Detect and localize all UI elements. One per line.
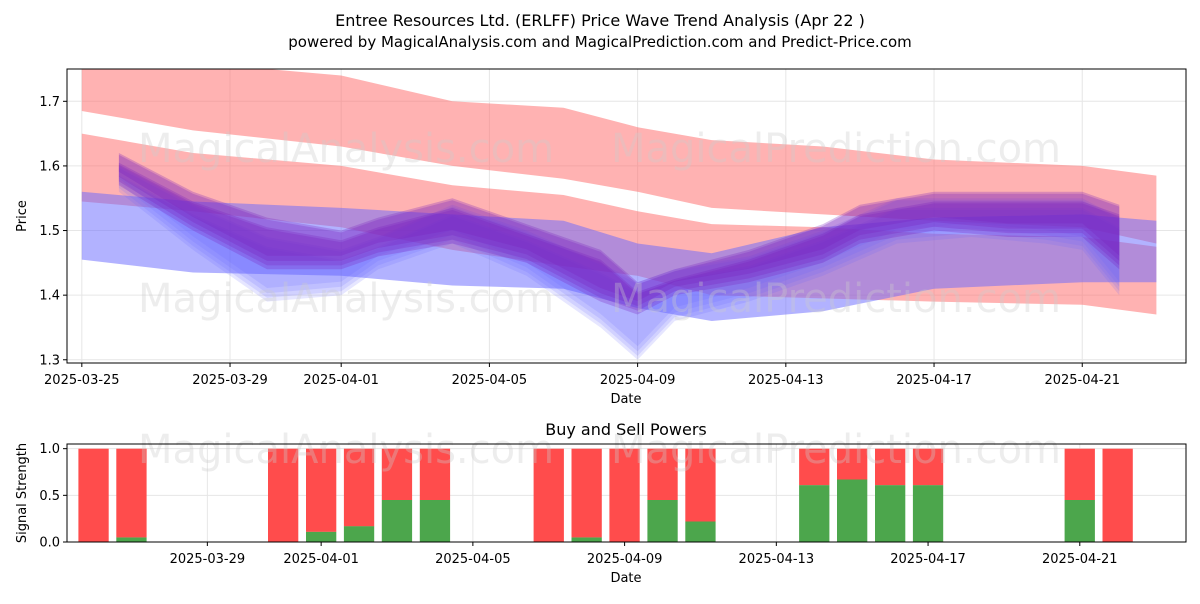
buy-sell-title: Buy and Sell Powers bbox=[545, 420, 707, 439]
purple-wave-layer bbox=[118, 153, 1120, 315]
sell-bar bbox=[381, 448, 413, 500]
sell-bar bbox=[571, 448, 602, 538]
sell-bar bbox=[912, 448, 944, 486]
buy-sell-x-tick-label: 2025-04-21 bbox=[1042, 552, 1118, 567]
price-x-tick-label: 2025-04-17 bbox=[896, 373, 972, 388]
price-y-ticks: 1.3 1.4 1.5 1.6 1.7 bbox=[39, 95, 67, 368]
buy-sell-y-tick-label: 1.0 bbox=[39, 442, 60, 457]
buy-sell-x-tick-label: 2025-04-09 bbox=[587, 552, 663, 567]
sell-bar bbox=[78, 448, 109, 542]
price-x-tick-label: 2025-04-05 bbox=[452, 373, 528, 388]
buy-bar bbox=[419, 500, 451, 542]
price-y-tick-label: 1.3 bbox=[39, 353, 60, 368]
buy-sell-y-ticks: 0.0 0.5 1.0 bbox=[39, 442, 67, 551]
blue-wave-layer bbox=[118, 165, 1120, 360]
chart-title: Entree Resources Ltd. (ERLFF) Price Wave… bbox=[335, 11, 865, 30]
price-y-tick-label: 1.7 bbox=[39, 95, 60, 110]
price-y-tick-label: 1.4 bbox=[39, 289, 60, 304]
buy-sell-x-tick-label: 2025-03-29 bbox=[170, 552, 246, 567]
buy-bar bbox=[306, 531, 337, 542]
buy-bar bbox=[116, 537, 147, 542]
sell-bar bbox=[647, 448, 678, 500]
buy-bar bbox=[1064, 500, 1095, 542]
sell-bar bbox=[799, 448, 830, 486]
blue-trend-band bbox=[81, 191, 1157, 321]
buy-sell-x-ticks: 2025-03-29 2025-04-01 2025-04-05 2025-04-09… bbox=[170, 542, 1118, 567]
blue-wave-layer bbox=[118, 177, 1120, 356]
red-trend-band bbox=[81, 69, 1157, 244]
blue-wave-layer bbox=[118, 175, 1120, 347]
buy-sell-x-tick-label: 2025-04-13 bbox=[739, 552, 815, 567]
buy-sell-x-axis-label: Date bbox=[610, 571, 641, 586]
price-x-tick-label: 2025-04-01 bbox=[303, 373, 379, 388]
buy-sell-y-tick-label: 0.5 bbox=[39, 489, 60, 504]
price-plot-frame bbox=[66, 68, 1187, 364]
buy-bar bbox=[799, 485, 830, 542]
buy-sell-x-tick-label: 2025-04-05 bbox=[435, 552, 511, 567]
buy-bar bbox=[571, 537, 602, 542]
price-x-tick-label: 2025-03-25 bbox=[44, 373, 120, 388]
watermark-magicalprediction: MagicalPrediction.com bbox=[611, 126, 1061, 172]
price-wave-plot: MagicalAnalysis.com MagicalPrediction.co… bbox=[15, 68, 1187, 407]
watermark-magicalprediction: MagicalPrediction.com bbox=[611, 276, 1061, 322]
price-x-tick-label: 2025-04-21 bbox=[1044, 373, 1120, 388]
buy-sell-bars bbox=[78, 448, 1133, 542]
purple-wave-layer bbox=[118, 164, 1120, 311]
price-x-axis-label: Date bbox=[610, 392, 641, 407]
sell-bar bbox=[837, 448, 868, 480]
buy-bar bbox=[343, 526, 375, 542]
sell-bar bbox=[268, 448, 299, 542]
price-bands bbox=[81, 69, 1157, 360]
blue-wave-layer bbox=[118, 167, 1120, 352]
buy-sell-plot: Buy and Sell Powers MagicalAnalysis.com … bbox=[15, 420, 1187, 586]
buy-sell-x-tick-label: 2025-04-01 bbox=[283, 552, 359, 567]
buy-bar bbox=[647, 500, 678, 542]
price-y-tick-label: 1.6 bbox=[39, 159, 60, 174]
watermark-magicalprediction: MagicalPrediction.com bbox=[611, 427, 1061, 473]
buy-bar bbox=[912, 485, 944, 542]
buy-sell-y-tick-label: 0.0 bbox=[39, 536, 60, 551]
price-x-tick-label: 2025-04-09 bbox=[600, 373, 676, 388]
sell-bar bbox=[116, 448, 147, 538]
buy-bar bbox=[381, 500, 413, 542]
buy-bar bbox=[837, 479, 868, 542]
buy-bar bbox=[685, 521, 716, 542]
buy-sell-x-tick-label: 2025-04-17 bbox=[890, 552, 966, 567]
sell-bar bbox=[419, 448, 451, 500]
watermark-magicalanalysis: MagicalAnalysis.com bbox=[138, 126, 554, 172]
sell-bar bbox=[343, 448, 375, 527]
price-x-tick-label: 2025-03-29 bbox=[192, 373, 268, 388]
sell-bar bbox=[609, 448, 640, 542]
buy-sell-plot-frame bbox=[66, 443, 1187, 543]
price-y-axis-label: Price bbox=[15, 200, 30, 232]
watermark-magicalanalysis: MagicalAnalysis.com bbox=[138, 427, 554, 473]
sell-bar bbox=[875, 448, 906, 486]
sell-bar bbox=[306, 448, 337, 532]
price-x-tick-label: 2025-04-13 bbox=[748, 373, 824, 388]
buy-sell-watermarks: MagicalAnalysis.com MagicalPrediction.co… bbox=[138, 427, 1061, 473]
price-y-tick-label: 1.5 bbox=[39, 224, 60, 239]
sell-bar bbox=[1064, 448, 1095, 500]
price-watermarks: MagicalAnalysis.com MagicalPrediction.co… bbox=[138, 126, 1061, 322]
chart-subtitle: powered by MagicalAnalysis.com and Magic… bbox=[288, 33, 912, 51]
sell-bar bbox=[685, 448, 716, 522]
buy-sell-y-axis-label: Signal Strength bbox=[15, 443, 30, 543]
sell-bar bbox=[533, 448, 564, 542]
watermark-magicalanalysis: MagicalAnalysis.com bbox=[138, 276, 554, 322]
purple-wave-layer bbox=[118, 154, 1120, 307]
price-x-ticks: 2025-03-25 2025-03-29 2025-04-01 2025-04-05… bbox=[44, 363, 1120, 388]
sell-bar bbox=[1102, 448, 1133, 542]
buy-bar bbox=[875, 485, 906, 542]
